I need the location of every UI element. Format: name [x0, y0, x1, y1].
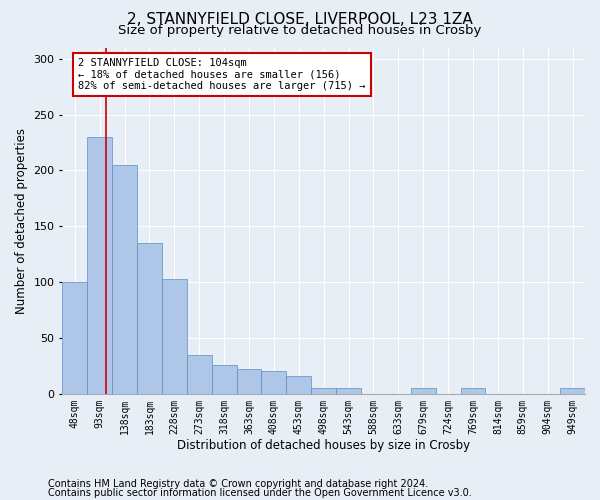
Text: 2 STANNYFIELD CLOSE: 104sqm
← 18% of detached houses are smaller (156)
82% of se: 2 STANNYFIELD CLOSE: 104sqm ← 18% of det… [78, 58, 365, 91]
Bar [286, 376, 311, 394]
Text: Contains public sector information licensed under the Open Government Licence v3: Contains public sector information licen… [48, 488, 472, 498]
Bar [87, 137, 112, 394]
X-axis label: Distribution of detached houses by size in Crosby: Distribution of detached houses by size … [177, 440, 470, 452]
Bar [137, 243, 162, 394]
Bar [262, 372, 286, 394]
Bar [212, 365, 236, 394]
Bar [236, 370, 262, 394]
Text: 2, STANNYFIELD CLOSE, LIVERPOOL, L23 1ZA: 2, STANNYFIELD CLOSE, LIVERPOOL, L23 1ZA [127, 12, 473, 26]
Bar [112, 165, 137, 394]
Bar [162, 279, 187, 394]
Bar [311, 388, 336, 394]
Y-axis label: Number of detached properties: Number of detached properties [15, 128, 28, 314]
Text: Contains HM Land Registry data © Crown copyright and database right 2024.: Contains HM Land Registry data © Crown c… [48, 479, 428, 489]
Bar [560, 388, 585, 394]
Bar [461, 388, 485, 394]
Bar [62, 282, 87, 394]
Bar [336, 388, 361, 394]
Bar [411, 388, 436, 394]
Bar [187, 354, 212, 394]
Text: Size of property relative to detached houses in Crosby: Size of property relative to detached ho… [118, 24, 482, 37]
